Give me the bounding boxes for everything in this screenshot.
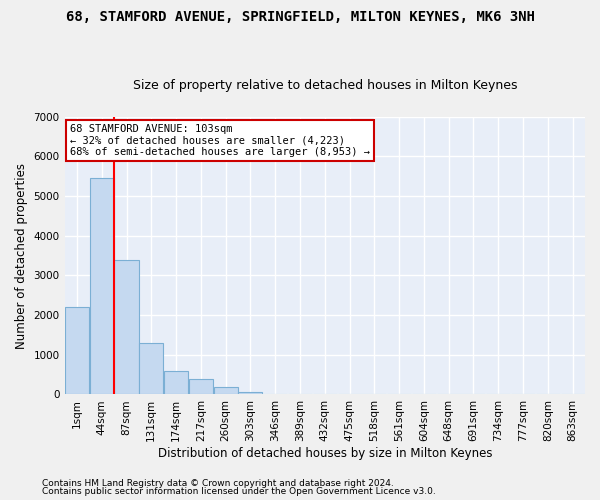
Bar [89,178,114,394]
Title: Size of property relative to detached houses in Milton Keynes: Size of property relative to detached ho… [133,79,517,92]
Y-axis label: Number of detached properties: Number of detached properties [15,162,28,348]
Text: 68 STAMFORD AVENUE: 103sqm
← 32% of detached houses are smaller (4,223)
68% of s: 68 STAMFORD AVENUE: 103sqm ← 32% of deta… [70,124,370,157]
Bar [189,380,213,394]
Bar [139,343,163,394]
Text: 68, STAMFORD AVENUE, SPRINGFIELD, MILTON KEYNES, MK6 3NH: 68, STAMFORD AVENUE, SPRINGFIELD, MILTON… [65,10,535,24]
X-axis label: Distribution of detached houses by size in Milton Keynes: Distribution of detached houses by size … [158,447,492,460]
Bar [115,260,139,394]
Bar [164,370,188,394]
Bar [214,386,238,394]
Text: Contains public sector information licensed under the Open Government Licence v3: Contains public sector information licen… [42,487,436,496]
Text: Contains HM Land Registry data © Crown copyright and database right 2024.: Contains HM Land Registry data © Crown c… [42,478,394,488]
Bar [238,392,262,394]
Bar [65,307,89,394]
